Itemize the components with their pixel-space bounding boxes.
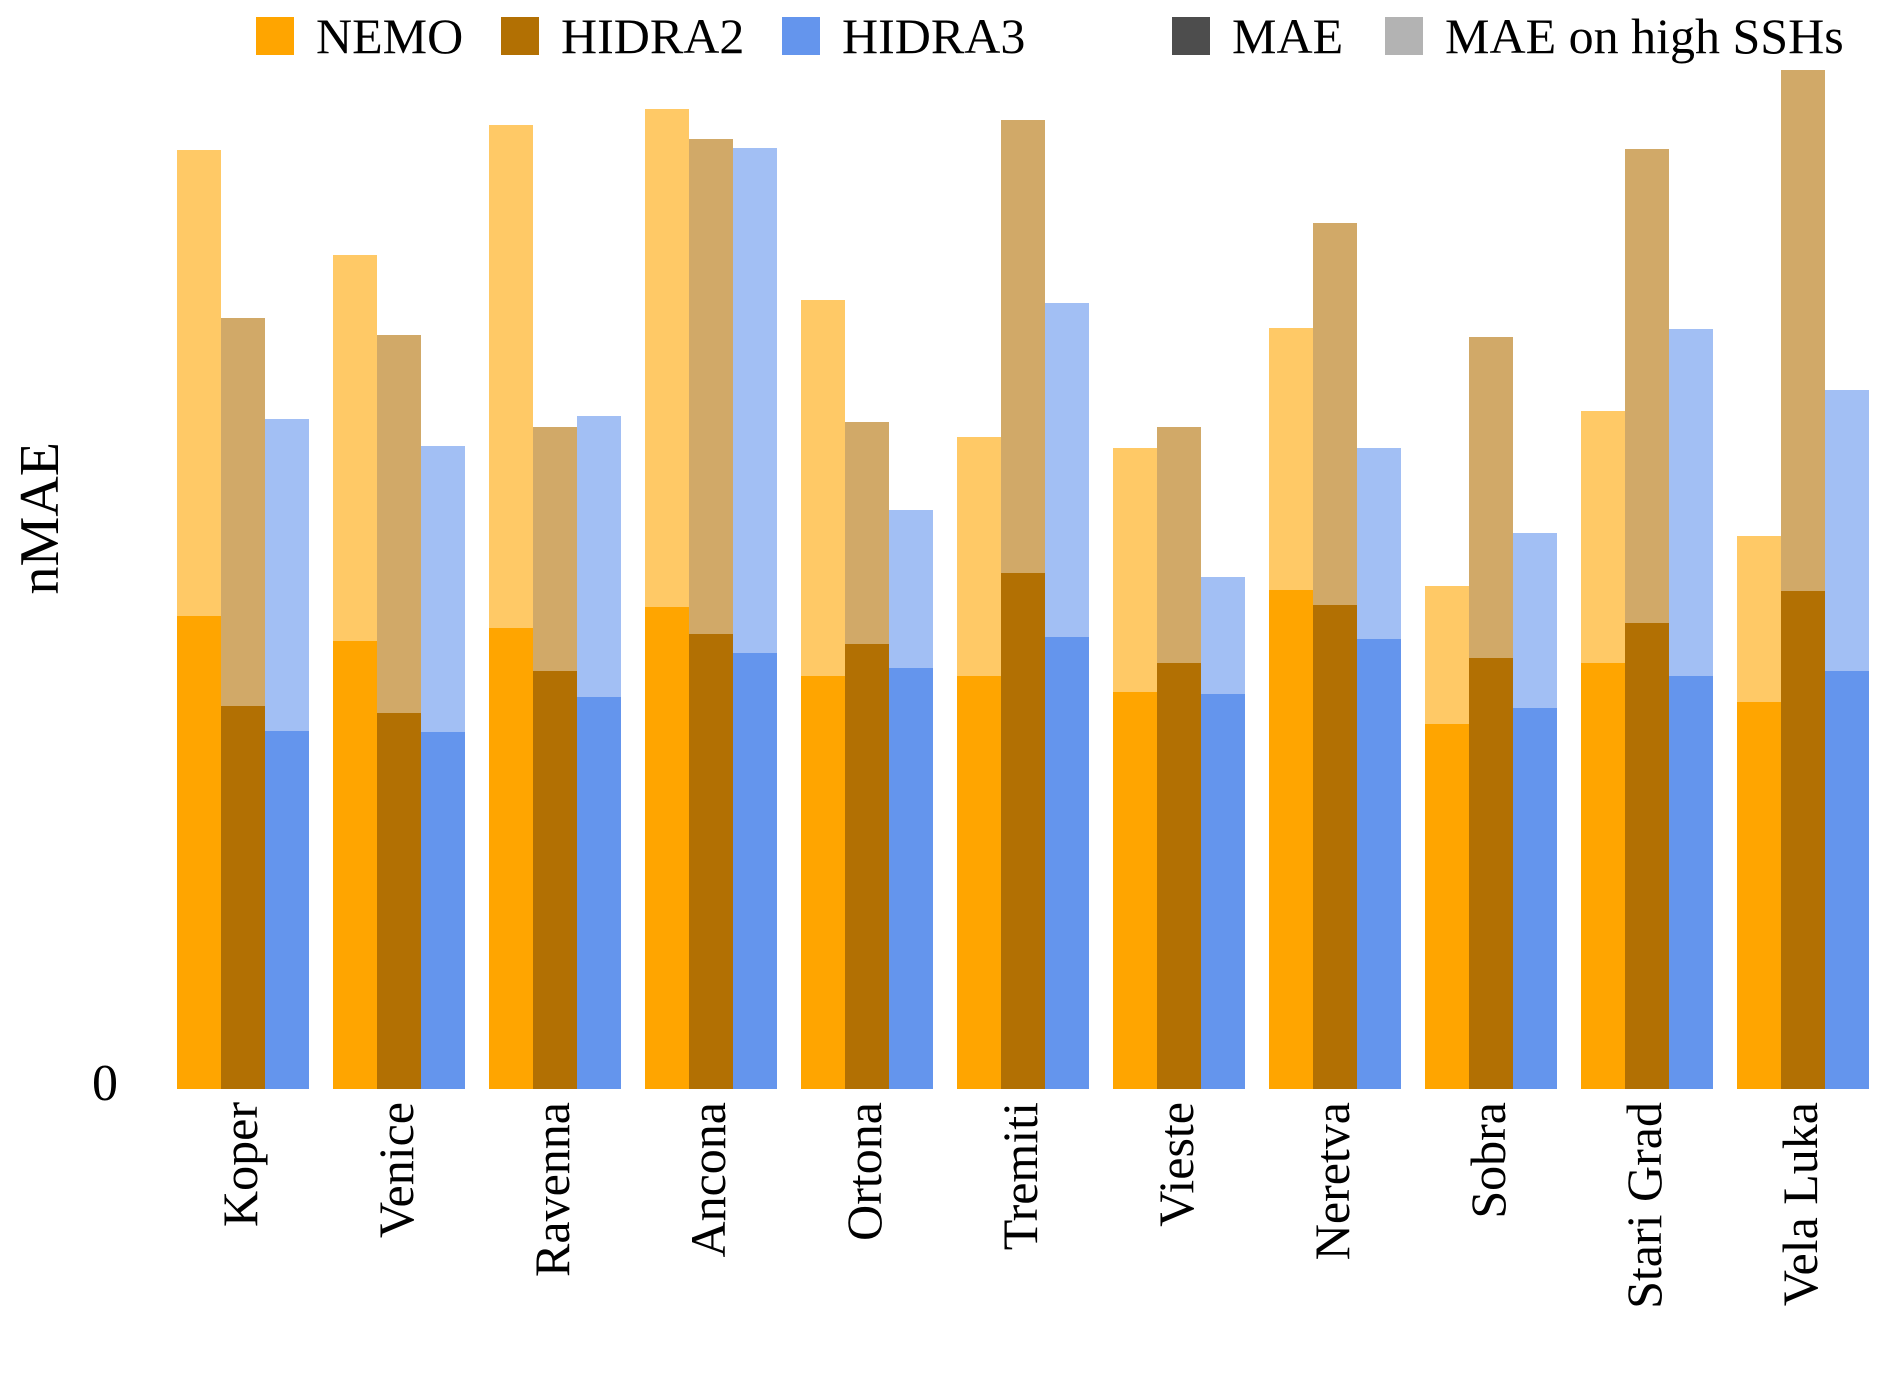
bar-ravenna-hidra3-mae — [577, 697, 621, 1089]
y-axis-tick-zero: 0 — [92, 1055, 118, 1112]
bar-venice-hidra3-mae — [421, 732, 465, 1089]
legend-item-mae: MAE — [1172, 8, 1344, 64]
bar-ravenna-hidra2-mae — [533, 671, 577, 1089]
legend-swatch-mae — [1172, 17, 1210, 55]
bar-koper-hidra3-mae — [265, 731, 309, 1089]
legend-item-hidra3: HIDRA3 — [782, 8, 1026, 64]
y-axis-label: nMAE — [9, 442, 71, 595]
legend-label-mae-on-high-sshs: MAE on high SSHs — [1445, 8, 1844, 64]
bar-vela-luka-hidra3-mae — [1825, 671, 1869, 1089]
bar-ancona-nemo-mae — [645, 607, 689, 1089]
legend-swatch-hidra3 — [782, 17, 820, 55]
legend-swatch-nemo — [256, 17, 294, 55]
bar-ortona-hidra3-mae — [889, 668, 933, 1089]
bar-stari-grad-nemo-mae — [1581, 663, 1625, 1089]
bar-stari-grad-hidra2-mae — [1625, 623, 1669, 1089]
bar-vieste-nemo-mae — [1113, 692, 1157, 1089]
bar-tremiti-hidra3-mae — [1045, 637, 1089, 1089]
bar-tremiti-nemo-mae — [957, 676, 1001, 1089]
bar-sobra-hidra3-mae — [1513, 708, 1557, 1089]
bar-venice-nemo-mae — [333, 641, 377, 1089]
x-tick-label-ravenna: Ravenna — [524, 1102, 580, 1277]
x-tick-label-vela-luka: Vela Luka — [1772, 1102, 1828, 1307]
bar-neretva-hidra3-mae — [1357, 639, 1401, 1089]
x-tick-label-vieste: Vieste — [1148, 1102, 1204, 1227]
bar-ancona-hidra2-mae — [689, 634, 733, 1089]
x-tick-label-sobra: Sobra — [1460, 1102, 1516, 1219]
x-tick-label-stari-grad: Stari Grad — [1616, 1102, 1672, 1309]
legend-label-mae: MAE — [1232, 8, 1344, 64]
legend-swatch-mae-on-high-sshs — [1385, 17, 1423, 55]
legend-item-mae-on-high-sshs: MAE on high SSHs — [1385, 8, 1844, 64]
legend-label-nemo: NEMO — [316, 8, 464, 64]
legend-swatch-hidra2 — [501, 17, 539, 55]
bar-koper-hidra2-mae — [221, 706, 265, 1089]
bar-ortona-nemo-mae — [801, 676, 845, 1089]
bar-vieste-hidra3-mae — [1201, 694, 1245, 1089]
legend-item-hidra2: HIDRA2 — [501, 8, 745, 64]
legend-label-hidra2: HIDRA2 — [561, 8, 745, 64]
bar-venice-hidra2-mae — [377, 713, 421, 1089]
bar-vela-luka-nemo-mae — [1737, 702, 1781, 1089]
bar-neretva-nemo-mae — [1269, 590, 1313, 1089]
bar-vieste-hidra2-mae — [1157, 663, 1201, 1089]
x-tick-label-venice: Venice — [368, 1102, 424, 1239]
bar-sobra-nemo-mae — [1425, 724, 1469, 1089]
bar-koper-nemo-mae — [177, 616, 221, 1089]
bar-vela-luka-hidra2-mae — [1781, 591, 1825, 1089]
bar-ortona-hidra2-mae — [845, 644, 889, 1089]
legend-label-hidra3: HIDRA3 — [842, 8, 1026, 64]
x-tick-label-koper: Koper — [212, 1102, 268, 1227]
bar-stari-grad-hidra3-mae — [1669, 676, 1713, 1089]
bar-ravenna-nemo-mae — [489, 628, 533, 1089]
legend-item-nemo: NEMO — [256, 8, 464, 64]
bar-neretva-hidra2-mae — [1313, 605, 1357, 1089]
x-tick-label-ancona: Ancona — [680, 1102, 736, 1258]
bar-sobra-hidra2-mae — [1469, 658, 1513, 1089]
x-tick-label-neretva: Neretva — [1304, 1102, 1360, 1261]
bar-ancona-hidra3-mae — [733, 653, 777, 1089]
bar-tremiti-hidra2-mae — [1001, 573, 1045, 1089]
x-tick-label-tremiti: Tremiti — [992, 1102, 1048, 1251]
x-tick-label-ortona: Ortona — [836, 1102, 892, 1241]
